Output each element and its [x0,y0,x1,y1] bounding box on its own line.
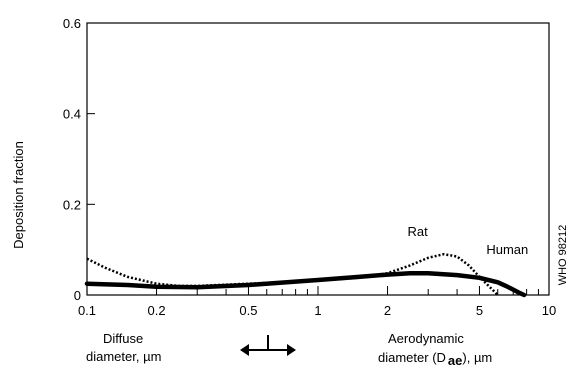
plot-frame [86,22,550,296]
plot-border [86,22,550,296]
y-tick-label: 0.6 [63,16,81,31]
y-tick-label: 0.4 [63,107,81,122]
x-tick-label: 5 [476,303,483,318]
series-lines [84,252,527,298]
y-tick-labels: 0 0.2 0.4 0.6 [63,16,81,303]
plot-area [84,22,550,298]
x-axis-title-right-suffix: ), µm [462,350,492,365]
x-axis-title-left: Diffuse diameter, µm [86,331,161,364]
x-tick-labels: 0.1 0.2 0.5 1 2 5 10 [78,303,556,318]
x-tick-label: 0.5 [239,303,257,318]
x-axis-title-right-line2: diameter (D ae), µm [378,350,492,368]
y-tick-label: 0.2 [63,197,81,212]
x-axis-title-right: Aerodynamic diameter (D ae), µm [378,331,492,368]
x-axis-title-left-line2: diameter, µm [86,349,161,364]
y-tick-label: 0 [74,288,81,303]
series-line-human [84,270,527,298]
x-tick-label: 10 [542,303,556,318]
series-line-rat [86,252,499,296]
x-tick-label: 0.2 [147,303,165,318]
x-axis-title-right-line1: Aerodynamic [388,331,464,346]
x-tick-marks [86,286,539,295]
x-tick-label: 1 [314,303,321,318]
x-tick-label: 0.1 [78,303,96,318]
x-axis-title-left-line1: Diffuse [103,331,143,346]
double-arrow-icon [240,335,296,356]
x-axis-title-right-prefix: diameter (D [378,350,446,365]
x-axis-title-right-subscript: ae [448,353,462,368]
annotation-rat: Rat [408,224,429,239]
annotation-human: Human [486,242,528,257]
side-label: WHO 98212 [557,225,569,286]
y-axis-title: Deposition fraction [11,141,26,249]
x-tick-label: 2 [384,303,391,318]
y-tick-marks [87,22,95,296]
